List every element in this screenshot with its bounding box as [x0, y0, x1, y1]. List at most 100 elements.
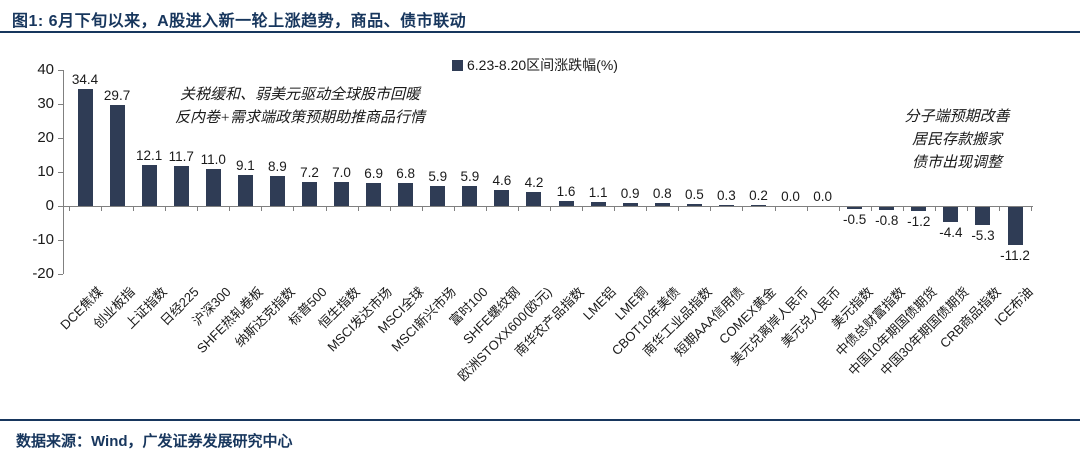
- legend-swatch-icon: [452, 59, 463, 71]
- bar: [494, 190, 510, 206]
- bar-value-label: -5.3: [971, 228, 995, 244]
- y-axis-label: 40: [37, 61, 54, 78]
- x-axis-tick: [421, 206, 423, 211]
- bar-value-label: 9.1: [235, 158, 255, 174]
- bar: [558, 200, 574, 206]
- x-axis-tick: [1031, 206, 1033, 211]
- y-axis-tick: [58, 104, 63, 105]
- x-axis-tick: [485, 206, 487, 211]
- annotation-right-line2: 居民存款搬家: [911, 132, 1002, 148]
- bar: [1007, 207, 1023, 246]
- bar-value-label: 5.9: [428, 168, 448, 184]
- bar: [879, 207, 895, 210]
- x-axis-tick: [68, 206, 70, 211]
- x-axis-tick: [582, 206, 584, 211]
- bar: [686, 204, 702, 206]
- bar: [205, 168, 221, 206]
- x-axis-tick: [229, 206, 231, 211]
- bar: [77, 89, 93, 206]
- bar: [718, 204, 734, 206]
- bar: [398, 182, 414, 206]
- bar-value-label: 4.6: [492, 173, 512, 189]
- x-axis-tick: [197, 206, 199, 211]
- bar: [301, 181, 317, 206]
- bar-value-label: 11.0: [200, 151, 226, 167]
- bar: [141, 164, 157, 206]
- y-axis-label: 20: [37, 129, 54, 146]
- x-axis-tick: [646, 206, 648, 211]
- y-axis-label: -20: [32, 265, 54, 282]
- y-axis-label: 30: [37, 95, 54, 112]
- annotation-left: 关税缓和、弱美元驱动全球股市回暖 反内卷+需求端政策预期助推商品行情: [140, 84, 460, 130]
- y-axis-label: 10: [37, 163, 54, 180]
- x-axis-tick: [133, 206, 135, 211]
- chart-legend: 6.23-8.20区间涨跌幅(%): [452, 55, 618, 75]
- bar-value-label: 0.9: [620, 185, 640, 201]
- bar-value-label: -0.8: [875, 212, 899, 228]
- footer-divider: [0, 419, 1080, 421]
- bar: [654, 203, 670, 206]
- x-axis-tick: [742, 206, 744, 211]
- bar: [430, 185, 446, 206]
- x-axis-tick: [902, 206, 904, 211]
- x-axis-tick: [517, 206, 519, 211]
- x-axis-tick: [357, 206, 359, 211]
- y-axis-tick: [58, 138, 63, 139]
- bar-value-label: 0.3: [717, 187, 736, 203]
- bar-value-label: 4.2: [524, 174, 544, 190]
- bar-value-label: 6.9: [364, 165, 384, 181]
- x-axis-line: [63, 206, 1033, 207]
- x-axis-tick: [998, 206, 1000, 211]
- figure-title: 图1: 6月下旬以来，A股进入新一轮上涨趋势，商品、债市联动: [12, 13, 467, 30]
- x-axis-tick: [550, 206, 551, 211]
- bar: [622, 202, 638, 206]
- bar: [173, 166, 189, 206]
- y-axis-tick: [58, 70, 63, 71]
- x-axis-tick: [966, 206, 968, 211]
- bar-value-label: -11.2: [1000, 248, 1030, 264]
- bar: [975, 207, 991, 226]
- bar: [847, 207, 863, 209]
- bar-value-label: 0.0: [813, 189, 832, 204]
- title-divider: [0, 31, 1080, 33]
- x-axis-tick: [870, 206, 872, 211]
- x-axis-tick: [453, 206, 455, 211]
- x-axis-tick: [838, 206, 840, 211]
- source-text: 数据来源：Wind，广发证券发展研究中心: [16, 433, 293, 450]
- bar-value-label: 0.0: [781, 189, 800, 204]
- annotation-right: 分子端预期改善 居民存款搬家 债市出现调整: [852, 106, 1062, 175]
- bar: [237, 175, 253, 206]
- bar-value-label: 12.1: [135, 147, 163, 163]
- x-axis-tick: [806, 206, 808, 211]
- bar: [109, 105, 125, 206]
- bar-value-label: 34.4: [71, 72, 99, 88]
- y-axis-label: -10: [32, 231, 54, 248]
- x-axis-tick: [261, 206, 263, 211]
- x-axis-tick: [101, 206, 103, 211]
- bar-value-label: 29.7: [103, 88, 131, 104]
- y-axis-tick: [58, 274, 63, 275]
- bar-value-label: 7.0: [332, 165, 351, 181]
- bar: [462, 185, 478, 206]
- bar-value-label: 0.2: [749, 188, 768, 204]
- bar-value-label: 0.8: [652, 186, 672, 202]
- bar: [526, 191, 542, 206]
- annotation-right-line1: 分子端预期改善: [904, 109, 1010, 125]
- annotation-left-line1: 关税缓和、弱美元驱动全球股市回暖: [179, 87, 420, 103]
- x-axis-tick: [614, 206, 616, 211]
- x-axis-tick: [165, 206, 167, 211]
- bar: [366, 182, 382, 206]
- y-axis-tick: [58, 172, 63, 173]
- x-axis-tick: [293, 206, 295, 211]
- bar-value-label: 1.6: [556, 183, 576, 199]
- y-axis-line: [63, 70, 64, 274]
- annotation-right-line3: 债市出现调整: [911, 155, 1002, 171]
- x-axis-tick: [389, 206, 391, 211]
- bar: [590, 202, 606, 206]
- bar: [943, 207, 959, 222]
- x-axis-tick: [934, 206, 936, 211]
- bar: [911, 207, 927, 212]
- bar-value-label: 7.2: [300, 164, 319, 180]
